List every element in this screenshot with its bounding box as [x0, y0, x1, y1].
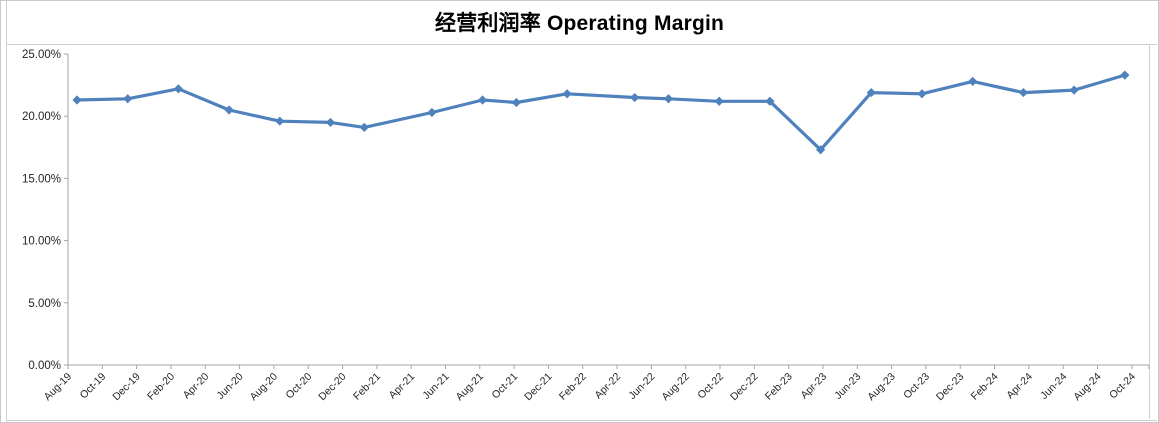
x-axis-tick-label: Feb-20 [145, 371, 177, 403]
data-point-marker [562, 89, 572, 99]
data-point-marker [1069, 85, 1079, 95]
y-axis-tick-label: 0.00% [28, 360, 61, 372]
data-point-marker [714, 96, 724, 106]
x-axis-tick-label: Oct-21 [489, 371, 520, 402]
data-point-marker [765, 96, 775, 106]
x-axis-tick-label: Apr-20 [181, 371, 212, 402]
x-axis-tick-label: Aug-19 [42, 371, 75, 404]
data-point-marker [917, 89, 927, 99]
chart-right-border [1149, 44, 1150, 419]
data-point-marker [325, 117, 336, 128]
data-point-marker [359, 122, 369, 132]
x-axis-tick-label: Oct-19 [78, 371, 109, 402]
data-point-marker [123, 94, 133, 104]
x-axis-tick-label: Apr-23 [798, 371, 829, 402]
data-point-marker [511, 97, 521, 108]
x-axis-tick-label: Apr-22 [592, 371, 623, 402]
y-axis-tick-label: 15.00% [22, 173, 61, 185]
x-axis-tick-label: Apr-24 [1004, 371, 1035, 402]
x-axis-tick-label: Dec-19 [110, 371, 143, 404]
x-axis-tick-label: Aug-20 [248, 371, 281, 404]
x-axis-tick-label: Jun-21 [420, 371, 451, 402]
y-axis-tick-label: 20.00% [22, 111, 61, 123]
title-separator-line [7, 44, 1157, 45]
data-point-marker [1120, 70, 1130, 80]
x-axis-tick-label: Oct-20 [284, 371, 315, 402]
x-axis-tick-label: Aug-22 [659, 371, 692, 404]
x-axis-tick-label: Feb-21 [351, 371, 383, 403]
x-axis-tick-label: Dec-21 [522, 371, 555, 404]
x-axis-tick-label: Apr-21 [387, 371, 418, 402]
x-axis-tick-label: Jun-22 [626, 371, 657, 402]
y-axis-tick-label: 5.00% [28, 298, 61, 310]
x-axis-tick-label: Feb-24 [969, 371, 1001, 403]
data-point-marker [1018, 87, 1028, 98]
x-axis-tick-label: Dec-22 [728, 371, 761, 404]
x-axis-tick-label: Dec-23 [934, 371, 967, 404]
x-axis-tick-label: Aug-23 [865, 371, 898, 404]
data-point-marker [663, 94, 674, 104]
window-left-edge [6, 1, 7, 422]
x-axis-tick-label: Feb-22 [557, 371, 589, 403]
data-point-marker [173, 84, 183, 94]
y-axis-tick-label: 25.00% [22, 49, 61, 61]
data-point-marker [275, 116, 285, 126]
x-axis-tick-label: Oct-24 [1107, 371, 1138, 402]
data-point-marker [478, 95, 488, 105]
x-axis-tick-label: Oct-23 [901, 371, 932, 402]
x-axis-tick-label: Aug-21 [454, 371, 487, 404]
x-axis-tick-label: Feb-23 [763, 371, 795, 403]
y-axis-tick-label: 10.00% [22, 236, 61, 248]
data-point-marker [968, 76, 978, 86]
chart-title: 经营利润率 Operating Margin [434, 12, 725, 35]
series-line [75, 73, 1127, 152]
data-point-marker [224, 105, 234, 115]
data-point-marker [816, 145, 826, 155]
data-point-marker [427, 107, 437, 118]
x-axis-tick-label: Jun-20 [215, 371, 246, 402]
chart-bottom-border [7, 420, 1157, 421]
data-point-marker [866, 87, 876, 98]
data-point-marker [72, 95, 82, 105]
x-axis-tick-label: Jun-23 [832, 371, 863, 402]
x-axis-tick-label: Oct-22 [695, 371, 726, 402]
x-axis-tick-label: Dec-20 [316, 371, 349, 404]
x-axis-tick-label: Aug-24 [1071, 371, 1104, 404]
data-point-marker [630, 92, 640, 103]
x-axis-tick-label: Jun-24 [1038, 371, 1069, 402]
